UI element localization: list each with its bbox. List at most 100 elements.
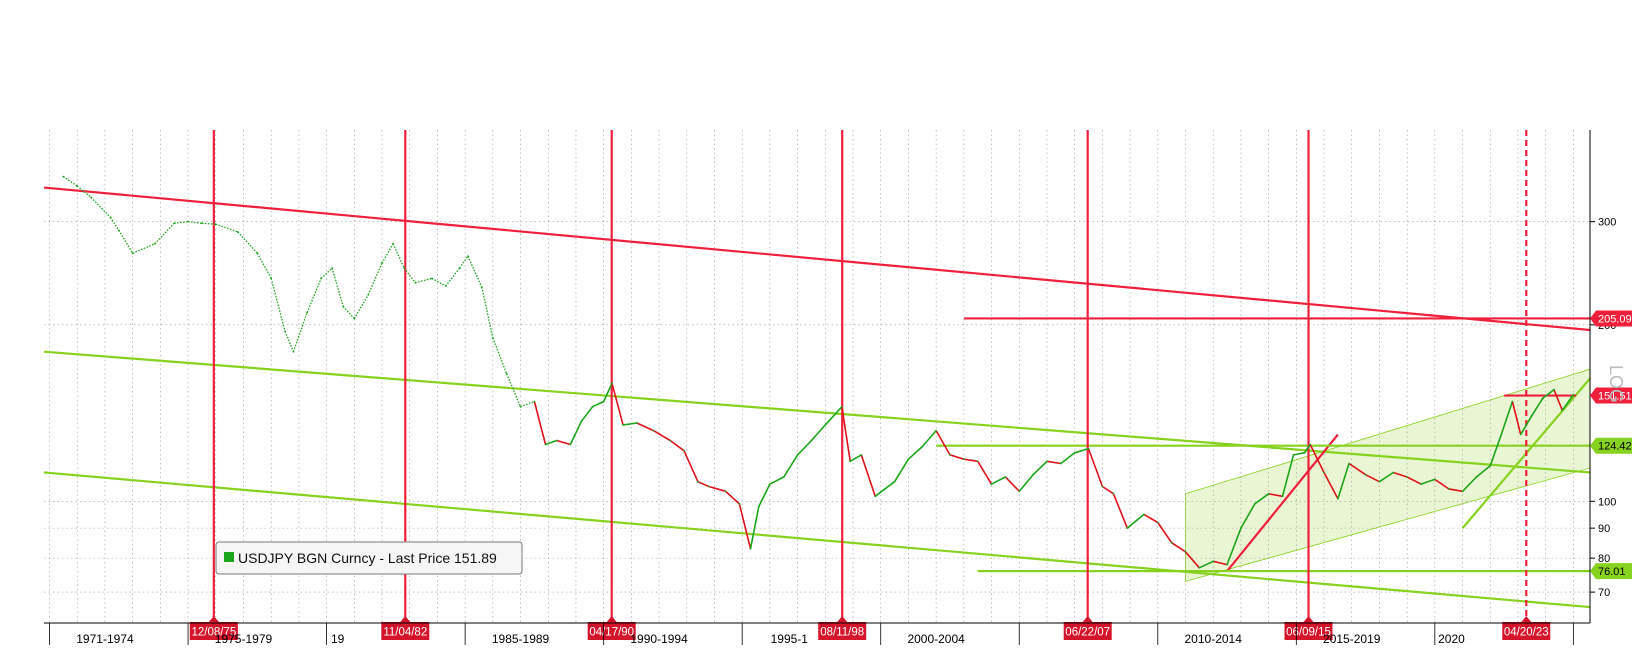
event-date-tag xyxy=(189,622,238,640)
price-point xyxy=(1281,495,1284,498)
price-segment xyxy=(403,267,416,284)
level-label: 76.01 xyxy=(1598,566,1626,578)
price-segment xyxy=(431,277,447,287)
price-segment xyxy=(797,439,813,456)
price-segment xyxy=(63,176,78,187)
event-date-tag xyxy=(1502,622,1551,640)
price-segment xyxy=(1126,513,1145,529)
price-point xyxy=(683,449,685,452)
price-segment xyxy=(636,422,654,432)
price-segment xyxy=(725,490,740,505)
price-segment xyxy=(1348,462,1367,476)
price-segment xyxy=(342,305,355,320)
price-point xyxy=(769,483,771,485)
price-segment xyxy=(174,220,189,224)
price-segment xyxy=(580,406,594,422)
event-date-label: 06/09/15 xyxy=(1286,627,1331,639)
price-point xyxy=(1126,527,1129,529)
legend-box xyxy=(215,541,523,575)
price-point xyxy=(738,503,741,505)
price-point xyxy=(392,242,394,245)
price-point xyxy=(569,443,572,446)
price-point xyxy=(505,372,508,375)
price-segment xyxy=(118,229,134,254)
price-point xyxy=(921,445,924,448)
price-point xyxy=(533,400,536,403)
price-segment xyxy=(381,243,394,264)
price-segment xyxy=(1462,476,1477,492)
x-period-label: 1990-1994 xyxy=(630,632,688,646)
x-period-label: 1985-1989 xyxy=(492,632,550,646)
price-point xyxy=(131,252,134,255)
price-point xyxy=(1530,414,1533,417)
price-segment xyxy=(256,252,272,279)
event-date-label: 11/04/82 xyxy=(383,627,427,639)
price-point xyxy=(757,505,760,508)
price-segment xyxy=(1074,447,1089,454)
legend-swatch xyxy=(224,552,234,562)
event-date-label: 06/22/07 xyxy=(1065,627,1110,639)
price-segment xyxy=(1542,389,1555,399)
price-point xyxy=(109,216,112,219)
price-point xyxy=(1475,476,1478,478)
price-point xyxy=(591,405,594,408)
price-point xyxy=(1337,497,1339,500)
price-point xyxy=(519,405,522,408)
price-segment xyxy=(1198,560,1214,569)
price-segment xyxy=(331,267,344,307)
price-point xyxy=(1511,400,1514,403)
price-point xyxy=(76,185,79,188)
price-point xyxy=(1253,503,1256,505)
price-segment xyxy=(237,231,258,254)
price-point xyxy=(669,439,672,442)
price-point xyxy=(367,294,370,296)
price-point xyxy=(491,337,494,339)
price-segment xyxy=(1060,452,1076,465)
price-segment xyxy=(1520,415,1533,435)
price-segment xyxy=(935,430,951,456)
price-segment xyxy=(1500,401,1514,435)
x-period-label: 1995-1 xyxy=(771,632,809,646)
price-point xyxy=(1447,488,1450,490)
price-point xyxy=(749,547,752,550)
price-segment xyxy=(1337,463,1350,500)
price-point xyxy=(1212,560,1215,563)
price-point xyxy=(153,242,156,245)
level-tags: 205.09 151.51 124.42 76.01 xyxy=(1590,310,1632,580)
price-point xyxy=(976,460,979,463)
price-point xyxy=(1226,563,1228,566)
trend-line xyxy=(43,471,1591,609)
price-segment xyxy=(669,439,685,452)
event-date-tag-pointer xyxy=(1082,616,1093,622)
price-point xyxy=(1309,443,1312,446)
price-segment xyxy=(849,454,862,462)
price-segment xyxy=(569,420,583,445)
price-point xyxy=(270,277,273,280)
y-tick-label: 100 xyxy=(1598,496,1616,508)
price-segment xyxy=(467,255,483,288)
event-date-tag-pointer xyxy=(208,616,219,622)
y-tick-label: 70 xyxy=(1598,587,1610,599)
price-segment xyxy=(284,331,295,352)
price-segment xyxy=(860,454,876,497)
price-point xyxy=(1184,550,1187,553)
price-segment xyxy=(738,503,752,549)
legend: USDJPY BGN Curncy - Last Price 151.89 xyxy=(215,541,523,575)
price-point xyxy=(201,222,203,225)
price-segment xyxy=(963,458,978,463)
price-segment xyxy=(1553,389,1564,411)
price-point xyxy=(1489,464,1492,467)
price-segment xyxy=(611,383,624,426)
price-segment xyxy=(445,267,461,287)
price-segment xyxy=(1393,471,1408,478)
price-segment xyxy=(810,424,826,442)
price-segment xyxy=(769,476,785,485)
price-point xyxy=(697,480,699,483)
x-period-label: 1971-1974 xyxy=(76,632,134,646)
price-segment xyxy=(1112,493,1129,529)
price-point xyxy=(431,277,433,280)
price-point xyxy=(1198,566,1201,569)
price-point xyxy=(824,424,827,426)
price-segment xyxy=(1303,444,1311,454)
